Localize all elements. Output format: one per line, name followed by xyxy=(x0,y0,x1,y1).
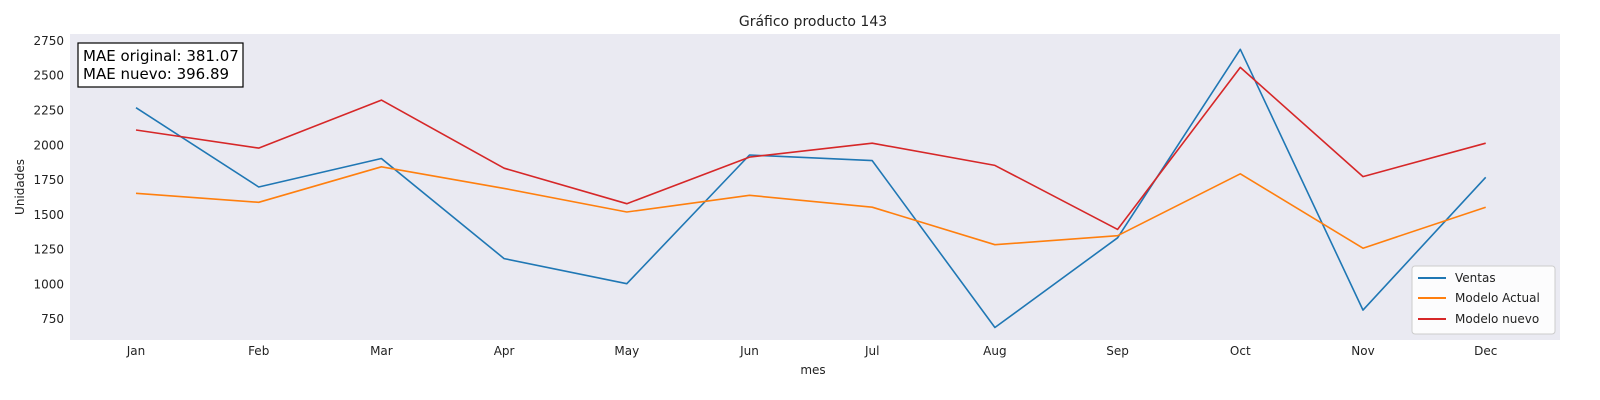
series-line-modelo-nuevo xyxy=(135,66,1486,231)
x-tick-label: Jun xyxy=(739,344,759,358)
mae-annotation-box: MAE original: 381.07 MAE nuevo: 396.89 xyxy=(77,42,244,88)
y-tick-label: 2250 xyxy=(33,104,64,118)
y-tick-label: 2500 xyxy=(33,69,64,83)
x-tick-label: Nov xyxy=(1351,344,1374,358)
x-tick-label: Dec xyxy=(1474,344,1497,358)
series-line-ventas xyxy=(135,48,1487,329)
y-axis-ticks: 750 1000 1250 1500 1750 2000 2250 2500 2750 xyxy=(33,34,64,326)
series-line-modelo-actual xyxy=(135,166,1486,249)
chart-title: Gráfico producto 143 xyxy=(739,14,887,30)
legend-label-modelo-nuevo: Modelo nuevo xyxy=(1455,312,1539,326)
series-lines xyxy=(135,48,1487,329)
legend-label-ventas: Ventas xyxy=(1455,271,1496,285)
legend-box xyxy=(1411,265,1556,335)
plot-area xyxy=(70,34,1560,340)
x-tick-label: Oct xyxy=(1230,344,1251,358)
y-tick-label: 1000 xyxy=(33,277,64,291)
y-tick-label: 2750 xyxy=(33,34,64,48)
x-tick-label: Jan xyxy=(126,344,146,358)
annotation-box xyxy=(77,42,244,88)
x-tick-label: Jul xyxy=(864,344,879,358)
mae-nuevo-text: MAE nuevo: 396.89 xyxy=(83,65,229,83)
y-tick-label: 1250 xyxy=(33,243,64,257)
mae-original-text: MAE original: 381.07 xyxy=(83,47,239,65)
legend: Ventas Modelo Actual Modelo nuevo xyxy=(1411,265,1556,335)
x-tick-label: Sep xyxy=(1106,344,1129,358)
y-tick-label: 1750 xyxy=(33,173,64,187)
x-tick-label: Feb xyxy=(248,344,269,358)
x-tick-label: May xyxy=(614,344,639,358)
legend-label-modelo-actual: Modelo Actual xyxy=(1455,291,1540,305)
y-axis-label: Unidades xyxy=(13,159,27,215)
x-axis-ticks: Jan Feb Mar Apr May Jun Jul Aug Sep Oct Nov Dec xyxy=(126,344,1498,358)
x-tick-label: Aug xyxy=(983,344,1006,358)
x-axis-label: mes xyxy=(800,363,825,377)
x-tick-label: Apr xyxy=(494,344,515,358)
y-tick-label: 2000 xyxy=(33,138,64,152)
y-tick-label: 750 xyxy=(41,312,64,326)
x-tick-label: Mar xyxy=(370,344,393,358)
y-tick-label: 1500 xyxy=(33,208,64,222)
